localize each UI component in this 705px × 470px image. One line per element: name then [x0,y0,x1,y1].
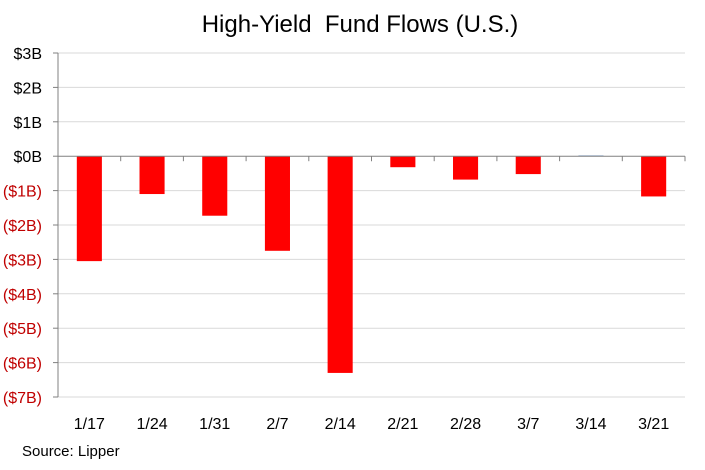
source-note: Source: Lipper [22,443,120,460]
bar [202,156,228,216]
bar [515,156,541,175]
x-tick-label: 3/14 [575,416,606,433]
bar [453,156,479,180]
x-tick-label: 2/14 [325,416,356,433]
x-tick-label: 1/17 [74,416,105,433]
chart-title: High-Yield Fund Flows (U.S.) [202,11,519,38]
y-tick-label: $0B [14,149,42,166]
bar [327,156,353,373]
x-tick-label: 1/24 [136,416,167,433]
y-tick-label: ($6B) [3,356,42,373]
y-tick-label: ($5B) [3,321,42,338]
bars [76,155,667,373]
x-tick-label: 1/31 [199,416,230,433]
y-tick-label: ($3B) [3,252,42,269]
y-tick-label: $3B [14,46,42,63]
axes [53,52,686,398]
x-tick-label: 3/21 [638,416,669,433]
gridlines [58,52,685,398]
x-tick-label: 3/7 [517,416,539,433]
y-tick-label: $1B [14,115,42,132]
y-tick-label: $2B [14,80,42,97]
y-tick-label: ($1B) [3,184,42,201]
bar [76,156,102,262]
x-tick-labels: 1/17 1/24 1/31 2/7 2/14 2/21 2/28 3/7 3/14 3/21 [74,416,670,433]
x-tick-label: 2/28 [450,416,481,433]
x-tick-label: 2/21 [387,416,418,433]
y-tick-label: ($4B) [3,287,42,304]
x-tick-label: 2/7 [266,416,288,433]
bar [390,156,416,168]
bar [641,156,667,197]
y-tick-label: ($2B) [3,218,42,235]
bar [139,156,165,195]
y-tick-label: ($7B) [3,390,42,407]
bar [264,156,290,251]
y-tick-labels: $3B $2B $1B $0B ($1B) ($2B) ($3B) ($4B) ($5B) ($6… [3,46,42,407]
